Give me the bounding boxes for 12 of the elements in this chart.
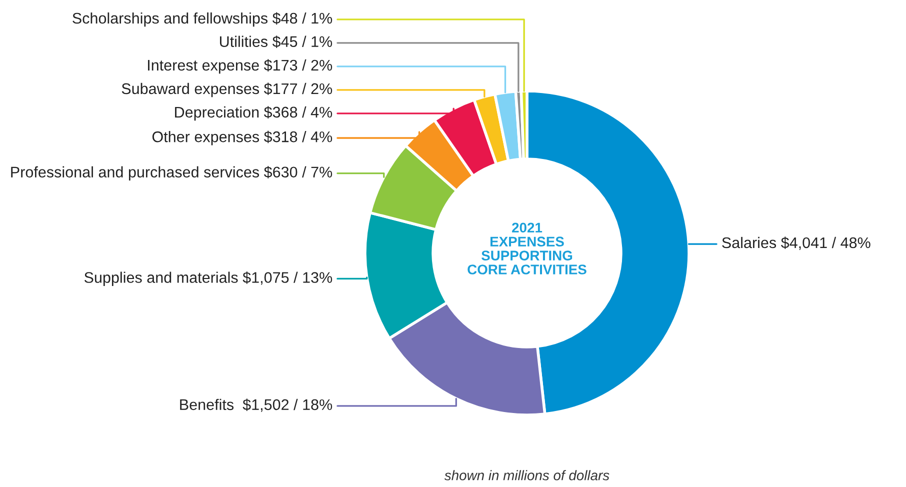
slice-label: Scholarships and fellowships $48 / 1% [72, 12, 332, 27]
text: shown in millions of dollars [444, 470, 610, 480]
slice-label: Supplies and materials $1,075 / 13% [84, 271, 332, 286]
slice-label: Subaward expenses $177 / 2% [122, 82, 332, 98]
slice-label: Interest expense $173 / 2% [148, 59, 332, 74]
slice-label: Depreciation $368 / 4% [175, 106, 332, 121]
slice-label: Utilities $45 / 1% [220, 36, 332, 48]
text: 2021 EXPENSES SUPPORTING CORE ACTIVITIES [468, 222, 586, 274]
slice-label: Other expenses $318 / 4% [152, 130, 332, 146]
slice-label: Salaries $4,041 / 48% [722, 236, 870, 250]
slice-label: Professional and purchased services $630 / 7% [11, 166, 332, 181]
slice-label: Benefits $1,502 / 18% [180, 398, 332, 412]
